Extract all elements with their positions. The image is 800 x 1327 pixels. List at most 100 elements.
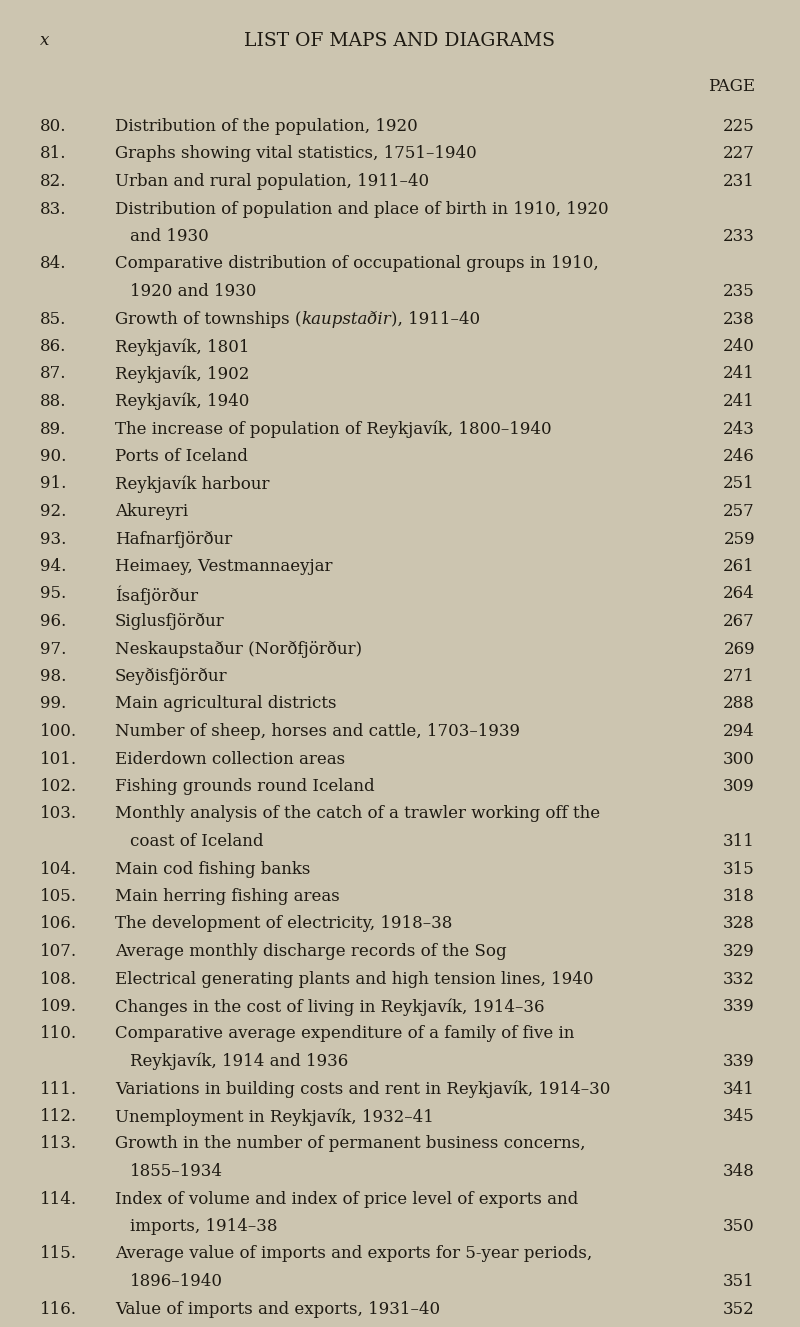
Text: Akureyri: Akureyri	[115, 503, 188, 520]
Text: 227: 227	[723, 146, 755, 162]
Text: Index of volume and index of price level of exports and: Index of volume and index of price level…	[115, 1190, 578, 1208]
Text: Monthly analysis of the catch of a trawler working off the: Monthly analysis of the catch of a trawl…	[115, 805, 600, 823]
Text: 351: 351	[723, 1273, 755, 1290]
Text: 113.: 113.	[40, 1136, 77, 1153]
Text: 83.: 83.	[40, 200, 66, 218]
Text: 92.: 92.	[40, 503, 66, 520]
Text: 106.: 106.	[40, 916, 77, 933]
Text: 315: 315	[723, 860, 755, 877]
Text: Electrical generating plants and high tension lines, 1940: Electrical generating plants and high te…	[115, 970, 594, 987]
Text: Distribution of population and place of birth in 1910, 1920: Distribution of population and place of …	[115, 200, 609, 218]
Text: 110.: 110.	[40, 1026, 77, 1043]
Text: Main cod fishing banks: Main cod fishing banks	[115, 860, 310, 877]
Text: Neskaupstaður (Norðfjörður): Neskaupstaður (Norðfjörður)	[115, 641, 362, 658]
Text: 95.: 95.	[40, 585, 66, 602]
Text: 85.: 85.	[40, 311, 66, 328]
Text: 1896–1940: 1896–1940	[130, 1273, 223, 1290]
Text: 235: 235	[723, 283, 755, 300]
Text: 328: 328	[723, 916, 755, 933]
Text: 267: 267	[723, 613, 755, 630]
Text: 225: 225	[723, 118, 755, 135]
Text: 102.: 102.	[40, 778, 77, 795]
Text: 288: 288	[723, 695, 755, 713]
Text: Ísafjörður: Ísafjörður	[115, 585, 198, 605]
Text: Hafnarfjörður: Hafnarfjörður	[115, 531, 232, 548]
Text: 339: 339	[723, 1054, 755, 1070]
Text: 115.: 115.	[40, 1246, 77, 1262]
Text: 1920 and 1930: 1920 and 1930	[130, 283, 256, 300]
Text: Main agricultural districts: Main agricultural districts	[115, 695, 337, 713]
Text: 88.: 88.	[40, 393, 66, 410]
Text: 318: 318	[723, 888, 755, 905]
Text: Siglusfjörður: Siglusfjörður	[115, 613, 225, 630]
Text: 108.: 108.	[40, 970, 77, 987]
Text: LIST OF MAPS AND DIAGRAMS: LIST OF MAPS AND DIAGRAMS	[245, 32, 555, 50]
Text: Number of sheep, horses and cattle, 1703–1939: Number of sheep, horses and cattle, 1703…	[115, 723, 520, 740]
Text: 97.: 97.	[40, 641, 66, 657]
Text: Seyðisfjörður: Seyðisfjörður	[115, 667, 228, 685]
Text: 294: 294	[723, 723, 755, 740]
Text: Average monthly discharge records of the Sog: Average monthly discharge records of the…	[115, 943, 506, 959]
Text: 114.: 114.	[40, 1190, 77, 1208]
Text: Urban and rural population, 1911–40: Urban and rural population, 1911–40	[115, 173, 429, 190]
Text: Value of imports and exports, 1931–40: Value of imports and exports, 1931–40	[115, 1300, 440, 1318]
Text: 339: 339	[723, 998, 755, 1015]
Text: Reykjavík, 1940: Reykjavík, 1940	[115, 393, 250, 410]
Text: coast of Iceland: coast of Iceland	[130, 833, 263, 851]
Text: 264: 264	[723, 585, 755, 602]
Text: 348: 348	[723, 1162, 755, 1180]
Text: Comparative distribution of occupational groups in 1910,: Comparative distribution of occupational…	[115, 256, 598, 272]
Text: 112.: 112.	[40, 1108, 77, 1125]
Text: 87.: 87.	[40, 365, 66, 382]
Text: 116.: 116.	[40, 1300, 77, 1318]
Text: Main herring fishing areas: Main herring fishing areas	[115, 888, 340, 905]
Text: Growth of townships (: Growth of townships (	[115, 311, 302, 328]
Text: Reykjavík, 1902: Reykjavík, 1902	[115, 365, 250, 384]
Text: Eiderdown collection areas: Eiderdown collection areas	[115, 751, 345, 767]
Text: Reykjavík, 1801: Reykjavík, 1801	[115, 338, 250, 356]
Text: 329: 329	[723, 943, 755, 959]
Text: 257: 257	[723, 503, 755, 520]
Text: Ports of Iceland: Ports of Iceland	[115, 449, 248, 464]
Text: 311: 311	[723, 833, 755, 851]
Text: 98.: 98.	[40, 667, 66, 685]
Text: Variations in building costs and rent in Reykjavík, 1914–30: Variations in building costs and rent in…	[115, 1080, 610, 1097]
Text: 80.: 80.	[40, 118, 66, 135]
Text: Reykjavík harbour: Reykjavík harbour	[115, 475, 270, 494]
Text: The development of electricity, 1918–38: The development of electricity, 1918–38	[115, 916, 452, 933]
Text: Growth in the number of permanent business concerns,: Growth in the number of permanent busine…	[115, 1136, 586, 1153]
Text: 105.: 105.	[40, 888, 77, 905]
Text: 300: 300	[723, 751, 755, 767]
Text: Reykjavík, 1914 and 1936: Reykjavík, 1914 and 1936	[130, 1054, 348, 1071]
Text: 238: 238	[723, 311, 755, 328]
Text: 231: 231	[723, 173, 755, 190]
Text: 271: 271	[723, 667, 755, 685]
Text: ), 1911–40: ), 1911–40	[391, 311, 480, 328]
Text: 96.: 96.	[40, 613, 66, 630]
Text: Average value of imports and exports for 5-year periods,: Average value of imports and exports for…	[115, 1246, 592, 1262]
Text: 101.: 101.	[40, 751, 77, 767]
Text: 259: 259	[723, 531, 755, 548]
Text: 109.: 109.	[40, 998, 77, 1015]
Text: 91.: 91.	[40, 475, 66, 492]
Text: 107.: 107.	[40, 943, 77, 959]
Text: 99.: 99.	[40, 695, 66, 713]
Text: 103.: 103.	[40, 805, 77, 823]
Text: 84.: 84.	[40, 256, 66, 272]
Text: 81.: 81.	[40, 146, 66, 162]
Text: and 1930: and 1930	[130, 228, 209, 245]
Text: 240: 240	[723, 338, 755, 356]
Text: 1855–1934: 1855–1934	[130, 1162, 223, 1180]
Text: 104.: 104.	[40, 860, 77, 877]
Text: 251: 251	[723, 475, 755, 492]
Text: Comparative average expenditure of a family of five in: Comparative average expenditure of a fam…	[115, 1026, 574, 1043]
Text: PAGE: PAGE	[708, 78, 755, 96]
Text: 350: 350	[723, 1218, 755, 1235]
Text: Changes in the cost of living in Reykjavík, 1914–36: Changes in the cost of living in Reykjav…	[115, 998, 545, 1015]
Text: Distribution of the population, 1920: Distribution of the population, 1920	[115, 118, 418, 135]
Text: 352: 352	[723, 1300, 755, 1318]
Text: 89.: 89.	[40, 421, 66, 438]
Text: 269: 269	[723, 641, 755, 657]
Text: Fishing grounds round Iceland: Fishing grounds round Iceland	[115, 778, 374, 795]
Text: 100.: 100.	[40, 723, 77, 740]
